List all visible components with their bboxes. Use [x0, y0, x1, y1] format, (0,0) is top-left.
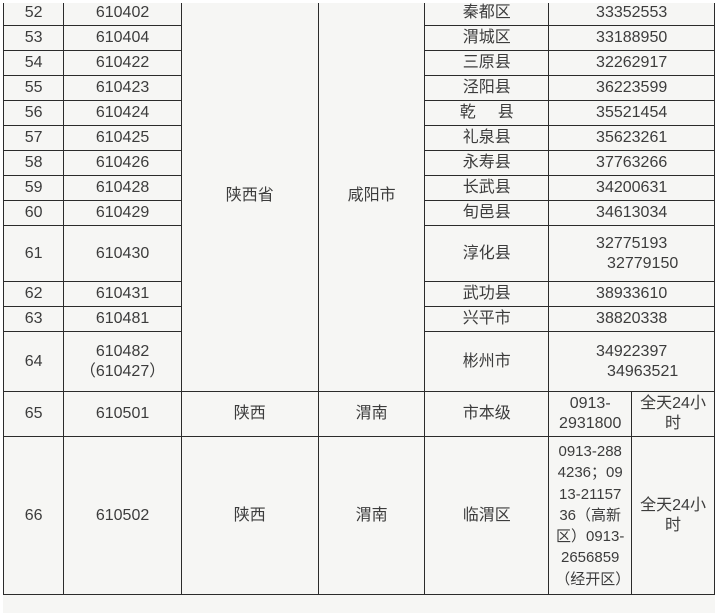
row-number-cell: 56 — [2, 100, 65, 126]
district-cell: 礼泉县 — [424, 125, 550, 151]
area-code-cell: 610425 — [63, 125, 182, 151]
top-edge-mask — [0, 0, 718, 3]
row-number-cell: 66 — [2, 435, 65, 596]
area-code-cell: 610402 — [63, 0, 182, 26]
area-code-cell: 610502 — [63, 435, 182, 596]
table-row[interactable]: 53 610404 渭城区 33188950 — [2, 25, 715, 51]
table-row[interactable]: 60 610429 旬邑县 34613034 — [2, 200, 715, 226]
district-cell: 淳化县 — [424, 225, 550, 282]
table-row[interactable]: 61 610430 淳化县 32775193 32779150 — [2, 225, 715, 282]
district-cell: 永寿县 — [424, 150, 550, 176]
row-number-cell: 59 — [2, 175, 65, 201]
area-code-cell: 610426 — [63, 150, 182, 176]
row-number-cell: 60 — [2, 200, 65, 226]
area-code-cell: 610428 — [63, 175, 182, 201]
row-number-cell: 52 — [2, 0, 65, 26]
district-cell: 兴平市 — [424, 306, 550, 332]
area-code-alternate: （610427） — [79, 362, 166, 380]
table-row[interactable]: 59 610428 长武县 34200631 — [2, 175, 715, 201]
phone-cell: 36223599 — [548, 75, 715, 101]
district-cell: 临渭区 — [424, 435, 550, 596]
area-code-cell: 610430 — [63, 225, 182, 282]
province-cell: 陕西 — [180, 391, 319, 437]
left-edge-mask — [0, 0, 3, 615]
row-number-cell: 65 — [2, 391, 65, 437]
city-cell: 渭南 — [317, 391, 426, 437]
table-row[interactable]: 57 610425 礼泉县 35623261 — [2, 125, 715, 151]
district-cell: 乾 县 — [424, 100, 550, 126]
phone-line-secondary: 34963521 — [607, 362, 679, 380]
table-row[interactable]: 52 610402 陕西省 咸阳市 秦都区 33352553 — [2, 0, 715, 392]
row-number-cell: 55 — [2, 75, 65, 101]
area-code-cell: 610423 — [63, 75, 182, 101]
area-code-cell: 610422 — [63, 50, 182, 76]
table-row[interactable]: 64 610482 （610427） 彬州市 34922397 34963521 — [2, 331, 715, 392]
district-cell: 泾阳县 — [424, 75, 550, 101]
table-row[interactable]: 54 610422 三原县 32262917 — [2, 50, 715, 76]
table-row[interactable]: 66 610502 陕西 渭南 临渭区 0913-2884236；0913-21… — [2, 435, 715, 596]
table-row[interactable]: 55 610423 泾阳县 36223599 — [2, 75, 715, 101]
phone-cell: 34200631 — [548, 175, 715, 201]
district-cell: 渭城区 — [424, 25, 550, 51]
bottom-edge-mask — [0, 613, 718, 615]
row-number-cell: 57 — [2, 125, 65, 151]
phone-cell: 35623261 — [548, 125, 715, 151]
phone-line-secondary: 32779150 — [607, 254, 679, 272]
right-edge-mask — [715, 0, 718, 615]
phone-cell: 34922397 34963521 — [548, 331, 715, 392]
area-code-cell: 610404 — [63, 25, 182, 51]
phone-cell: 0913-2931800 — [548, 391, 633, 437]
phone-cell: 38820338 — [548, 306, 715, 332]
district-cell: 彬州市 — [424, 331, 550, 392]
district-cell: 市本级 — [424, 391, 550, 437]
table-row[interactable]: 56 610424 乾 县 35521454 — [2, 100, 715, 126]
area-code-cell: 610501 — [63, 391, 182, 437]
row-number-cell: 63 — [2, 306, 65, 332]
district-cell: 三原县 — [424, 50, 550, 76]
area-code-cell: 610482 （610427） — [63, 331, 182, 392]
area-code-primary: 610482 — [95, 342, 150, 360]
row-number-cell: 54 — [2, 50, 65, 76]
phone-cell: 0913-2884236；0913-2115736（高新区）0913-26568… — [548, 435, 633, 596]
district-cell: 长武县 — [424, 175, 550, 201]
phone-cell: 38933610 — [548, 281, 715, 307]
phone-cell: 37763266 — [548, 150, 715, 176]
province-cell: 陕西 — [180, 435, 319, 596]
service-hours-cell: 全天24小时 — [631, 391, 715, 437]
district-cell: 秦都区 — [424, 0, 550, 26]
table-row[interactable]: 65 610501 陕西 渭南 市本级 0913-2931800 全天24小时 — [2, 391, 715, 437]
area-code-cell: 610424 — [63, 100, 182, 126]
phone-cell: 32262917 — [548, 50, 715, 76]
area-code-cell: 610429 — [63, 200, 182, 226]
area-code-cell: 610481 — [63, 306, 182, 332]
province-cell: 陕西省 — [180, 0, 319, 392]
row-number-cell: 58 — [2, 150, 65, 176]
row-number-cell: 64 — [2, 331, 65, 392]
district-cell: 武功县 — [424, 281, 550, 307]
city-cell: 咸阳市 — [317, 0, 426, 392]
service-hours-cell: 全天24小时 — [631, 435, 715, 596]
phone-cell: 33352553 — [548, 0, 715, 26]
phone-cell: 33188950 — [548, 25, 715, 51]
district-cell: 旬邑县 — [424, 200, 550, 226]
phone-cell: 34613034 — [548, 200, 715, 226]
contact-directory-table: 52 610402 陕西省 咸阳市 秦都区 33352553 53 610404… — [2, 0, 715, 596]
row-number-cell: 62 — [2, 281, 65, 307]
city-cell: 渭南 — [317, 435, 426, 596]
phone-cell: 35521454 — [548, 100, 715, 126]
phone-cell: 32775193 32779150 — [548, 225, 715, 282]
row-number-cell: 53 — [2, 25, 65, 51]
table-row[interactable]: 58 610426 永寿县 37763266 — [2, 150, 715, 176]
area-code-cell: 610431 — [63, 281, 182, 307]
row-number-cell: 61 — [2, 225, 65, 282]
table-row[interactable]: 62 610431 武功县 38933610 — [2, 281, 715, 307]
phone-line-primary: 34922397 — [596, 342, 668, 360]
phone-line-primary: 32775193 — [596, 234, 668, 252]
